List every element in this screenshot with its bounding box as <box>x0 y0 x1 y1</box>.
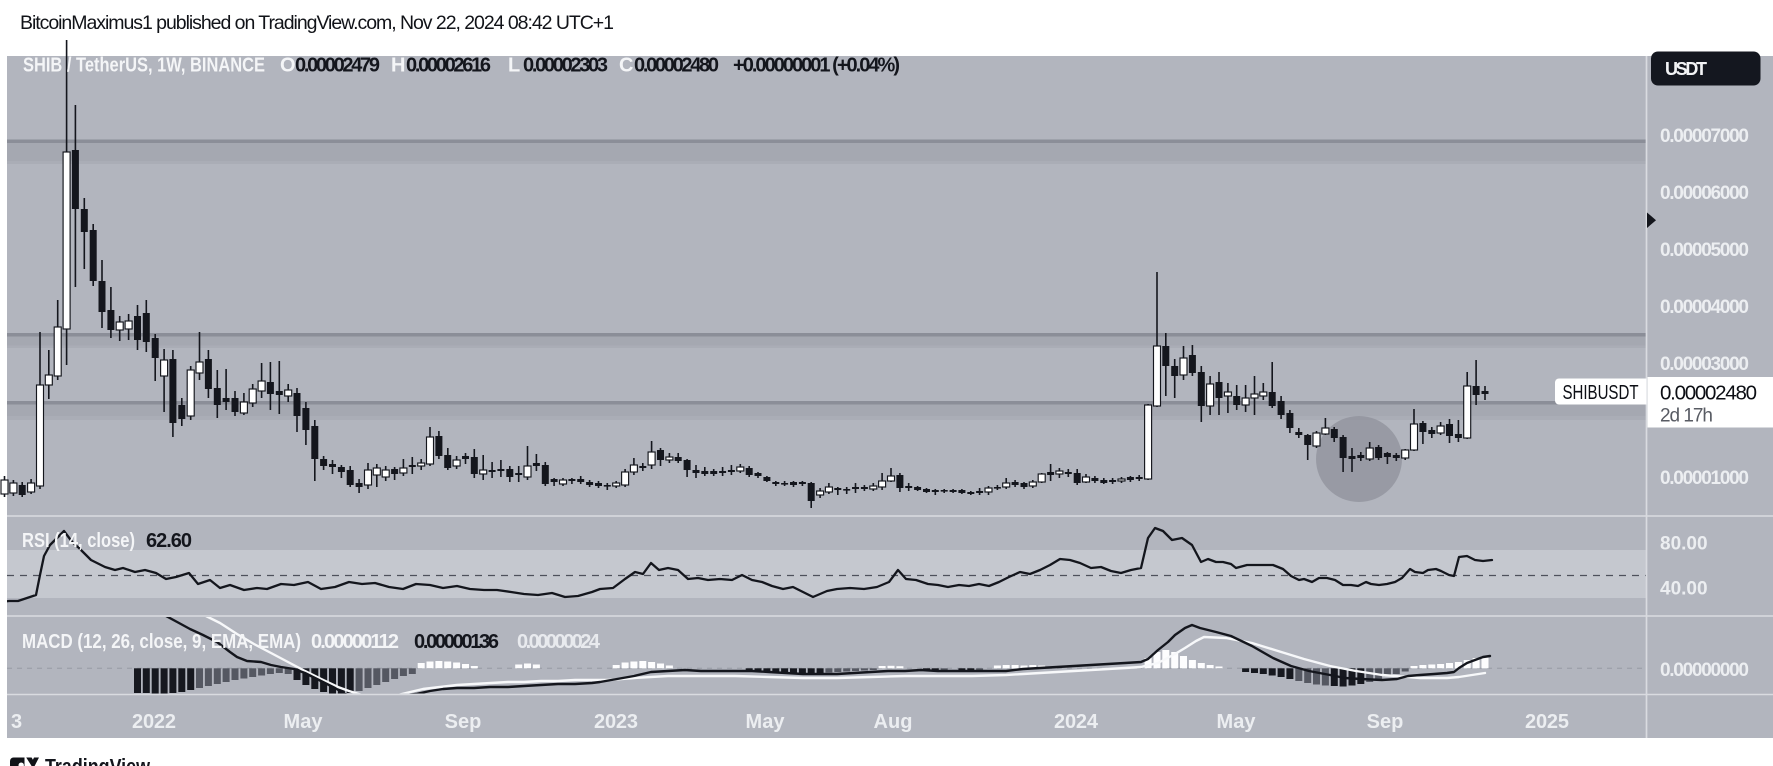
svg-text:0.00005000: 0.00005000 <box>1660 240 1749 261</box>
svg-text:MACD (12, 26, close, 9, EMA, E: MACD (12, 26, close, 9, EMA, EMA) <box>22 631 301 653</box>
svg-text:40.00: 40.00 <box>1660 579 1708 600</box>
svg-text:BitcoinMaximus1 published on T: BitcoinMaximus1 published on TradingView… <box>20 12 614 34</box>
svg-text:2025: 2025 <box>1525 711 1569 733</box>
svg-text:2022: 2022 <box>132 711 176 733</box>
svg-text:0.00003000: 0.00003000 <box>1660 354 1749 375</box>
svg-text:0.00000000: 0.00000000 <box>1660 660 1749 681</box>
svg-text:0.00001000: 0.00001000 <box>1660 468 1749 489</box>
svg-text:SHIB / TetherUS, 1W, BINANCE: SHIB / TetherUS, 1W, BINANCE <box>23 54 265 77</box>
svg-text:0.00002303: 0.00002303 <box>523 55 608 77</box>
svg-text:USDT: USDT <box>1665 59 1707 79</box>
svg-text:2d 17h: 2d 17h <box>1660 406 1713 427</box>
svg-text:May: May <box>746 711 786 733</box>
svg-text:62.60: 62.60 <box>146 530 192 552</box>
svg-text:0.00002480: 0.00002480 <box>1660 382 1757 405</box>
svg-text:0.00007000: 0.00007000 <box>1660 126 1749 147</box>
svg-text:3: 3 <box>11 711 22 733</box>
svg-text:Sep: Sep <box>1367 711 1404 733</box>
svg-text:C: C <box>619 55 633 77</box>
svg-text:0.00002480: 0.00002480 <box>634 55 719 77</box>
svg-text:2024: 2024 <box>1054 711 1099 733</box>
svg-text:0.00006000: 0.00006000 <box>1660 183 1749 204</box>
svg-text:O: O <box>280 55 296 77</box>
svg-text:Sep: Sep <box>445 711 482 733</box>
svg-text:2023: 2023 <box>594 711 638 733</box>
svg-text:0.00000136: 0.00000136 <box>414 631 499 653</box>
svg-text:H: H <box>391 55 405 77</box>
svg-text:RSI (14, close): RSI (14, close) <box>22 530 135 552</box>
svg-text:0.00000112: 0.00000112 <box>311 631 399 653</box>
svg-text:May: May <box>1217 711 1257 733</box>
svg-text:+0.00000001 (+0.04%): +0.00000001 (+0.04%) <box>733 55 900 77</box>
svg-text:SHIBUSDT: SHIBUSDT <box>1563 381 1639 404</box>
svg-text:0.00000024: 0.00000024 <box>517 631 601 653</box>
svg-text:0.00004000: 0.00004000 <box>1660 297 1749 318</box>
svg-text:L: L <box>508 55 520 77</box>
svg-text:0.00002616: 0.00002616 <box>406 55 491 77</box>
svg-text:0.00002479: 0.00002479 <box>295 55 380 77</box>
svg-text:TradingView: TradingView <box>45 755 150 766</box>
svg-text:May: May <box>284 711 324 733</box>
svg-text:Aug: Aug <box>874 711 913 733</box>
svg-text:80.00: 80.00 <box>1660 534 1708 555</box>
